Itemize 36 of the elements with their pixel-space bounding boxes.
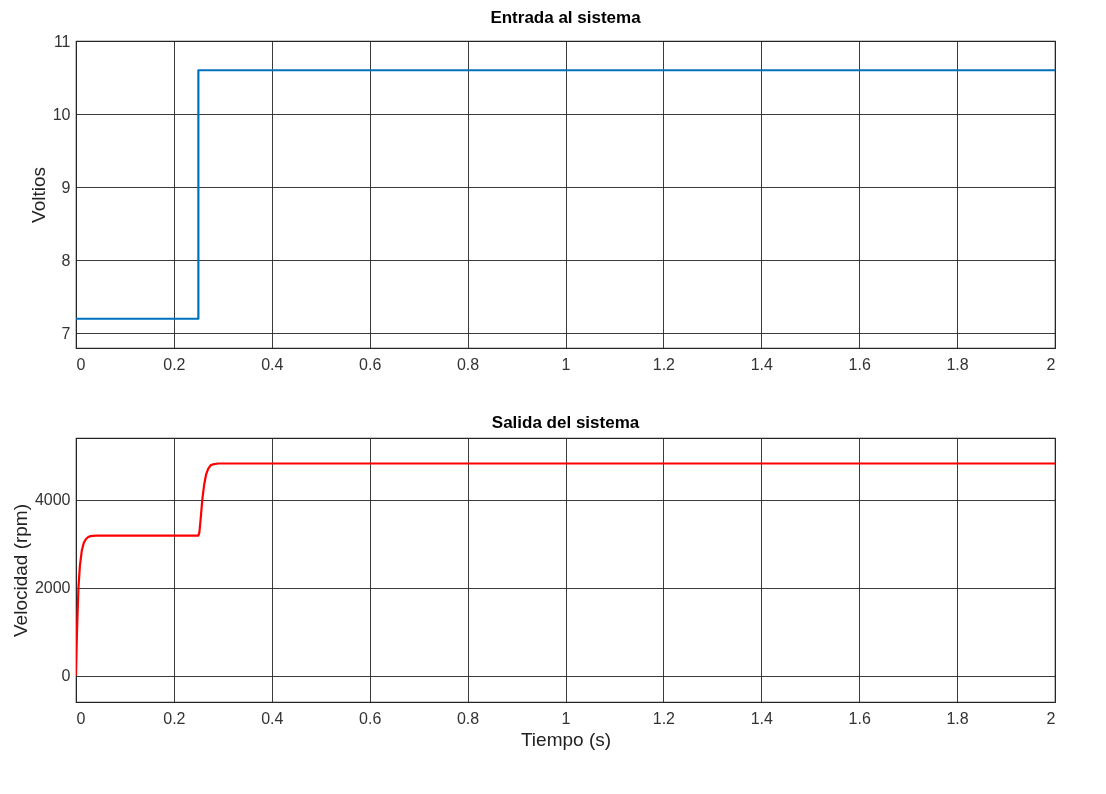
y-tick-label: 7: [61, 324, 71, 342]
x-tick-label: 1: [561, 709, 571, 727]
x-tick-label: 0: [76, 709, 86, 727]
x-tick-label: 1.6: [848, 709, 871, 727]
y-axis-title: Velocidad (rpm): [9, 503, 31, 638]
y-tick-label: 9: [61, 178, 71, 196]
x-tick-label: 0.4: [261, 355, 284, 373]
x-tick-label: 1.8: [946, 709, 969, 727]
chart-title: Salida del sistema: [491, 413, 640, 432]
y-tick-label: 10: [52, 105, 71, 123]
x-tick-label: 1: [561, 355, 571, 373]
x-tick-label: 0: [76, 355, 86, 373]
x-tick-label: 1.2: [652, 709, 676, 727]
chart-title: Entrada al sistema: [490, 8, 642, 27]
y-axis-title: Voltios: [27, 167, 49, 223]
x-tick-label: 1.2: [652, 355, 676, 373]
x-tick-label: 1.4: [750, 355, 774, 373]
x-tick-label: 0.8: [456, 709, 480, 727]
y-tick-label: 2000: [34, 579, 71, 597]
x-tick-label: 2: [1046, 709, 1056, 727]
y-tick-label: 11: [53, 32, 71, 50]
y-tick-label: 8: [61, 251, 71, 269]
x-tick-label: 0.6: [359, 355, 382, 373]
x-tick-label: 1.6: [848, 355, 871, 373]
x-tick-label: 1.4: [750, 709, 774, 727]
x-tick-label: 0.8: [456, 355, 480, 373]
x-tick-label: 0.6: [359, 709, 382, 727]
x-tick-label: 2: [1046, 355, 1056, 373]
line-series: [76, 462, 1055, 677]
x-tick-label: 0.2: [163, 709, 186, 727]
x-tick-label: 0.2: [163, 355, 186, 373]
y-tick-label: 0: [61, 667, 71, 685]
x-tick-label: 0.4: [261, 709, 284, 727]
y-tick-label: 4000: [34, 491, 71, 509]
x-tick-label: 1.8: [946, 355, 969, 373]
x-axis-title: Tiempo (s): [520, 728, 612, 750]
